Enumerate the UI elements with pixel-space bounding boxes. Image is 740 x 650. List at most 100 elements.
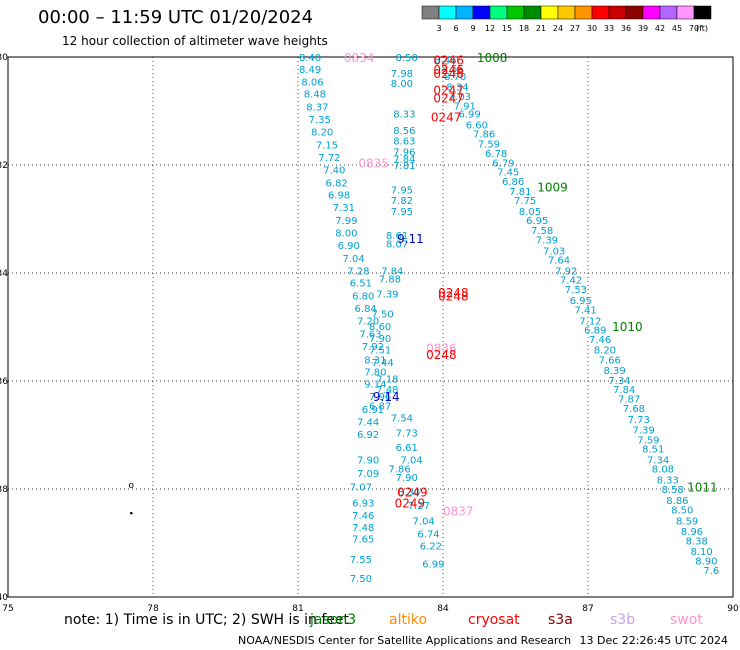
- wave-height-value: 8.39: [603, 366, 625, 377]
- wave-height-value: 8.63: [393, 137, 415, 148]
- wave-height-value: 7.84: [393, 155, 415, 166]
- colorbar-unit: (ft): [696, 24, 708, 33]
- wave-height-value: 7.41: [574, 306, 596, 317]
- y-tick-label: -36: [0, 377, 8, 387]
- colorbar-label: 36: [621, 24, 631, 33]
- colorbar-label: 27: [570, 24, 580, 33]
- colorbar-label: 21: [536, 24, 546, 33]
- wave-height-value: 7.90: [357, 455, 379, 466]
- wave-height-value: 6.78: [485, 149, 507, 160]
- wave-height-value: 7.51: [369, 346, 391, 357]
- island-marker: •: [129, 509, 134, 519]
- wave-height-value: 9.14: [364, 380, 386, 391]
- wave-height-value: 6.51: [350, 279, 372, 290]
- wave-height-value: 6.79: [492, 158, 514, 169]
- footer-credit: NOAA/NESDIS Center for Satellite Applica…: [238, 634, 572, 647]
- wave-height-value: 7.59: [478, 139, 500, 150]
- wave-height-value: 8.08: [652, 464, 674, 475]
- mission-legend-item: cryosat: [468, 612, 520, 628]
- pass-label: 0248: [438, 286, 469, 300]
- wave-height-value: 8.20: [311, 128, 333, 139]
- wave-height-value: 7.68: [623, 404, 645, 415]
- pass-label: 0249: [395, 497, 426, 511]
- pass-label: 0247: [431, 110, 462, 124]
- wave-height-value: 8.40: [299, 53, 321, 64]
- wave-height-value: 8.07: [386, 239, 408, 250]
- wave-height-value: 8.33: [393, 110, 415, 121]
- colorbar-label: 12: [485, 24, 495, 33]
- colorbar-swatch: [625, 5, 644, 20]
- colorbar-label: 15: [502, 24, 512, 33]
- wave-height-value: 8.59: [676, 516, 698, 527]
- wave-height-value: 7.46: [589, 335, 611, 346]
- wave-height-value: 8.10: [690, 547, 712, 558]
- wave-height-value: 8.06: [301, 77, 323, 88]
- pass-label: 0247: [433, 83, 464, 97]
- wave-height-value: 8.48: [304, 90, 326, 101]
- wave-height-value: 7.53: [565, 285, 587, 296]
- colorbar-label: 3: [436, 24, 441, 33]
- colorbar-label: 18: [519, 24, 529, 33]
- wave-height-value: 8.90: [695, 556, 717, 567]
- wave-height-value: 6.60: [466, 121, 488, 132]
- wave-height-value: 7.35: [309, 115, 331, 126]
- wave-height-value: 8.00: [335, 229, 357, 240]
- wave-height-value: 7.04: [342, 254, 364, 265]
- pass-label: 1011: [687, 480, 718, 494]
- colorbar-swatch: [540, 5, 559, 20]
- colorbar-swatch: [659, 5, 678, 20]
- wave-height-value: 7.88: [379, 274, 401, 285]
- wave-height-value: 8.05: [519, 207, 541, 218]
- wave-height-value: 7.39: [632, 426, 654, 437]
- wave-height-value: 8.60: [369, 322, 391, 333]
- colorbar-swatch: [693, 5, 712, 20]
- wave-height-value: 6.92: [357, 430, 379, 441]
- wave-height-value: 7.58: [531, 226, 553, 237]
- y-tick-label: -38: [0, 485, 8, 495]
- chart-subtitle: 12 hour collection of altimeter wave hei…: [62, 34, 328, 48]
- colorbar-swatch: [489, 5, 508, 20]
- pass-label: 0836: [426, 342, 457, 356]
- wave-height-value: 8.56: [393, 126, 415, 137]
- wave-height-value: 7.45: [497, 167, 519, 178]
- wave-height-value: 6.93: [352, 499, 374, 510]
- pass-label: 9.11: [397, 232, 424, 246]
- pass-label: 0248: [426, 348, 457, 362]
- wave-height-value: 7.64: [548, 256, 570, 267]
- colorbar-label: 70: [689, 24, 699, 33]
- wave-height-value: 7.75: [514, 196, 536, 207]
- wave-height-value: 7.50: [371, 310, 393, 321]
- wave-height-value: 8.55: [442, 64, 464, 75]
- wave-height-value: 6.82: [326, 178, 348, 189]
- pass-label: 0247: [433, 92, 464, 106]
- wave-height-value: 6.90: [338, 241, 360, 252]
- wave-height-value: 7.27: [408, 501, 430, 512]
- wave-height-value: 8.70: [444, 72, 466, 83]
- wave-height-value: 7.90: [369, 334, 391, 345]
- wave-height-value: 7.80: [364, 367, 386, 378]
- wave-height-value: 7.07: [350, 482, 372, 493]
- wave-height-value: 8.50: [671, 506, 693, 517]
- wave-height-value: 7.99: [335, 216, 357, 227]
- wave-height-value: 7.48: [352, 523, 374, 534]
- colorbar-swatch: [506, 5, 525, 20]
- wave-height-value: 7.46: [352, 511, 374, 522]
- wave-height-value: 6.95: [570, 296, 592, 307]
- wave-height-value: 7.63: [359, 329, 381, 340]
- pass-label: 1008: [477, 51, 508, 65]
- wave-height-value: 7.34: [647, 455, 669, 466]
- wave-height-value: 7.59: [637, 435, 659, 446]
- colorbar-swatch: [523, 5, 542, 20]
- wave-height-value: 7.55: [350, 555, 372, 566]
- wave-height-value: 6.61: [396, 443, 418, 454]
- wave-height-value: 7.09: [357, 469, 379, 480]
- wave-height-value: 8.58: [661, 485, 683, 496]
- plot-frame: [7, 56, 734, 598]
- wave-height-value: 7.98: [391, 69, 413, 80]
- x-tick-label: 78: [147, 604, 159, 614]
- colorbar-label: 39: [638, 24, 648, 33]
- wave-height-value: 7.87: [618, 394, 640, 405]
- wave-height-value: 8.51: [642, 445, 664, 456]
- colorbar-swatch: [676, 5, 695, 20]
